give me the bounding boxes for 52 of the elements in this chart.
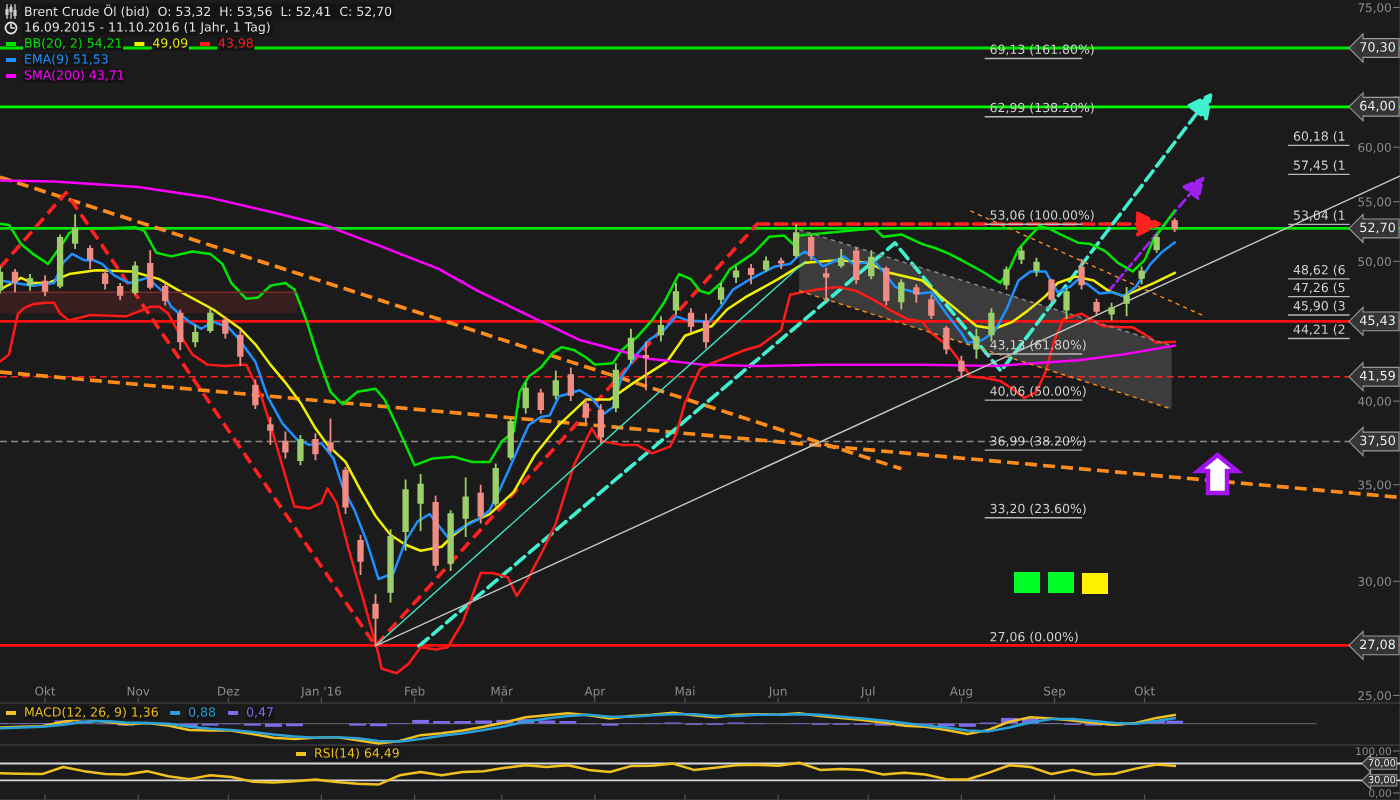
text: 16.09.2015 - 11.10.2016 (1 Jahr, 1 Tag) — [25, 21, 270, 35]
x-tick-label: Jul — [860, 686, 875, 698]
legend-label: MACD(12, 26, 9) 1,36 — [25, 706, 158, 719]
legend-label: 0,88 — [188, 707, 216, 718]
ref-line-label: 41,59 — [1359, 370, 1395, 382]
annotation: 33,20 (23.60%) — [990, 503, 1086, 515]
x-tick-label: Nov — [127, 686, 150, 696]
ref-line-label: 70,30 — [1360, 42, 1395, 54]
annotation: 53,06 (100.00%) — [990, 210, 1094, 222]
legend-label: RSI(14) 64,49 — [315, 747, 399, 760]
legend-label: 0,47 — [246, 707, 273, 718]
x-tick-label: Dez — [218, 686, 240, 696]
y-tick-label: 60,00 — [1358, 142, 1391, 154]
x-tick-label: Mär — [491, 686, 513, 696]
y-tick-label: 100,00 — [1356, 747, 1391, 757]
y-tick-label: 0,00 — [1369, 789, 1391, 799]
y-tick-label: 50,00 — [1358, 257, 1391, 268]
legend-label: 49,09 — [152, 38, 188, 49]
x-tick-label: Aug — [949, 686, 972, 698]
y-tick-label: 30,00 — [1358, 576, 1391, 588]
x-tick-label: Sep — [1044, 686, 1066, 698]
y-tick-label: 75,00 — [1358, 3, 1391, 14]
y-tick-label: 35,00 — [1358, 480, 1391, 491]
x-tick-label: Okt — [35, 686, 56, 696]
x-tick-label: Jun — [768, 686, 787, 698]
legend-label: SMA(200) 43,71 — [24, 69, 124, 82]
ref-line-label: 37,50 — [1360, 435, 1395, 447]
annotation: 36,99 (38.20%) — [990, 435, 1086, 448]
y-tick-label: 25,00 — [1358, 691, 1391, 702]
y-tick-label: 40,00 — [1358, 396, 1391, 408]
x-tick-label: Jan '16 — [300, 686, 342, 698]
annotation: 45,90 (3 — [1293, 300, 1345, 312]
ref-line-label: 45,43 — [1359, 315, 1395, 327]
annotation: 44,21 (2 — [1293, 324, 1345, 336]
annotation: 27,06 (0.00%) — [990, 631, 1078, 643]
annotation: 57,45 (1 — [1293, 160, 1345, 172]
x-tick-label: Okt — [1134, 686, 1155, 696]
annotation: 47,26 (5 — [1293, 282, 1345, 294]
legend-label: BB(20, 2) 54,21 — [25, 37, 122, 50]
ref-line-label: 27,08 — [1360, 639, 1395, 651]
ref-line-label: 70,00 — [1368, 759, 1396, 768]
x-tick-label: Mai — [675, 686, 695, 696]
annotation: 60,18 (1 — [1293, 131, 1345, 143]
legend-label: EMA(9) 51,53 — [25, 53, 108, 66]
x-tick-label: Apr — [584, 686, 606, 698]
ref-line-label: 64,00 — [1360, 100, 1395, 112]
y-tick-label: 55,00 — [1358, 197, 1391, 208]
x-tick-label: Feb — [405, 686, 425, 696]
ref-line-label: 52,70 — [1360, 222, 1395, 234]
chart-title: Brent Crude Öl (bid) O: 53,32 H: 53,56 L: 52,41 C: 52,70 — [25, 4, 392, 18]
legend-label: 43,98 — [218, 38, 253, 49]
annotation: 48,62 (6 — [1293, 264, 1345, 276]
